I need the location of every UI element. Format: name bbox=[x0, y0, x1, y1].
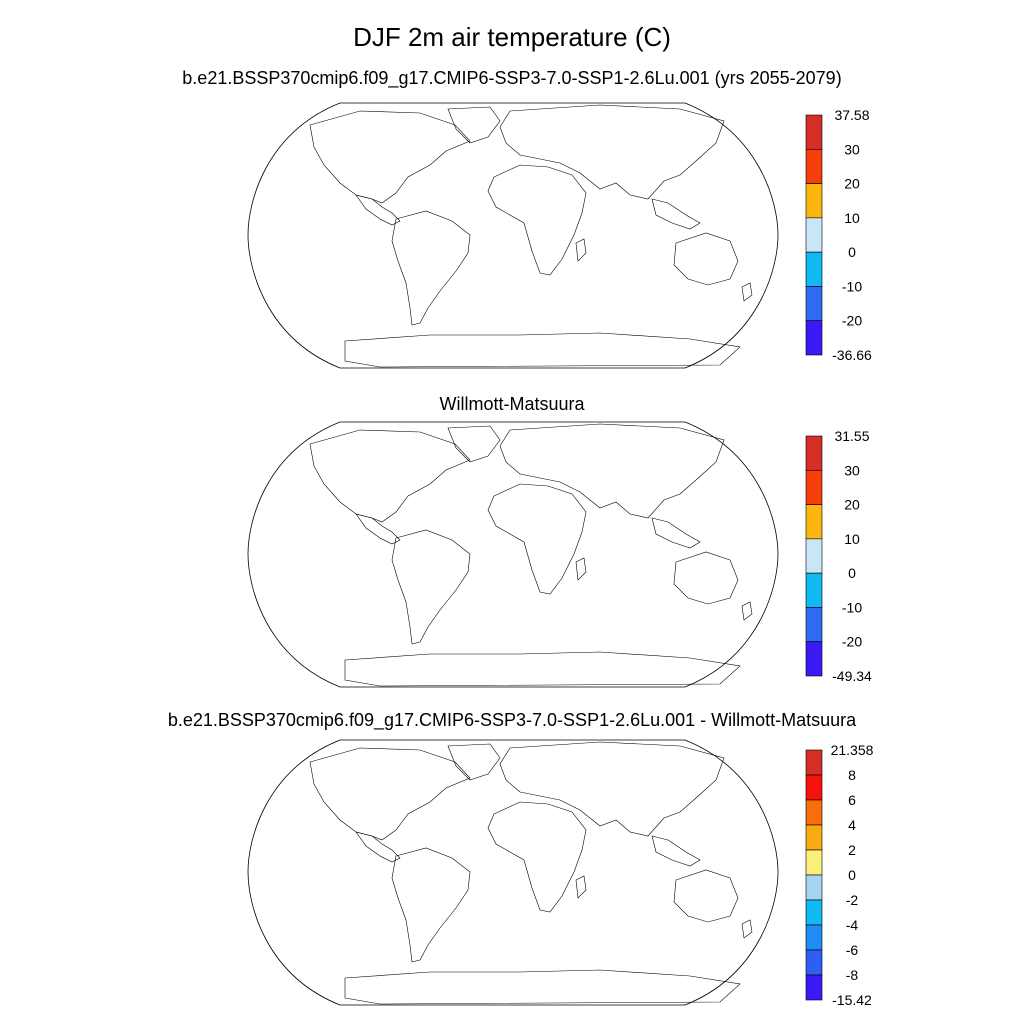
colorbar-tick-label: -20 bbox=[842, 634, 862, 650]
colorbar-tick-label: -20 bbox=[842, 313, 862, 329]
colorbar-tick-label: -10 bbox=[842, 599, 862, 615]
colorbar-swatch bbox=[805, 251, 823, 287]
colorbar-tick-label: 10 bbox=[844, 531, 860, 547]
colorbar-tick-label: 0 bbox=[848, 244, 856, 260]
colorbar-swatch bbox=[805, 924, 823, 951]
colorbar-swatch bbox=[805, 114, 823, 150]
colorbar-swatch bbox=[805, 641, 823, 677]
panel-1-title: b.e21.BSSP370cmip6.f09_g17.CMIP6-SSP3-7.… bbox=[182, 68, 842, 88]
map-panel-difference bbox=[247, 739, 779, 1006]
colorbar-swatch bbox=[805, 435, 823, 471]
colorbar-tick-label: 10 bbox=[844, 210, 860, 226]
colorbar-tick-label: 37.58 bbox=[834, 107, 869, 123]
map-panel-observed bbox=[247, 421, 779, 688]
colorbar-swatch bbox=[805, 217, 823, 253]
colorbar-tick-label: 20 bbox=[844, 176, 860, 192]
colorbar-model: 37.58 30 20 10 0 -10 -20 -36.66 bbox=[805, 107, 872, 363]
colorbar-tick-label: 2 bbox=[848, 842, 856, 858]
colorbar-tick-label: 8 bbox=[848, 767, 856, 783]
colorbar-swatch bbox=[805, 849, 823, 876]
colorbar-swatch bbox=[805, 799, 823, 826]
map-panel-model bbox=[247, 102, 779, 369]
colorbar-tick-label: 31.55 bbox=[834, 428, 869, 444]
colorbar-tick-label: 4 bbox=[848, 817, 856, 833]
colorbar-swatch bbox=[805, 899, 823, 926]
colorbar-swatch bbox=[805, 320, 823, 356]
colorbar-swatch bbox=[805, 749, 823, 776]
colorbar-tick-label: 30 bbox=[844, 141, 860, 157]
colorbar-swatch bbox=[805, 949, 823, 976]
colorbar-tick-label: -49.34 bbox=[832, 668, 872, 684]
colorbar-tick-label: 20 bbox=[844, 497, 860, 513]
colorbar-tick-label: -2 bbox=[846, 892, 859, 908]
colorbar-difference: 21.358 8 6 4 2 0 -2 -4 -6 -8 -15.42 bbox=[805, 742, 874, 1008]
colorbar-swatch bbox=[805, 874, 823, 901]
colorbar-tick-label: -10 bbox=[842, 278, 862, 294]
colorbar-tick-label: -15.42 bbox=[832, 992, 872, 1008]
colorbar-swatch bbox=[805, 774, 823, 801]
colorbar-swatch bbox=[805, 183, 823, 219]
colorbar-tick-label: -8 bbox=[846, 967, 859, 983]
colorbar-swatch bbox=[805, 607, 823, 643]
panel-3-title: b.e21.BSSP370cmip6.f09_g17.CMIP6-SSP3-7.… bbox=[167, 710, 857, 730]
colorbar-swatch bbox=[805, 148, 823, 184]
colorbar-swatch bbox=[805, 504, 823, 540]
colorbar-tick-label: -6 bbox=[846, 942, 859, 958]
colorbar-swatch bbox=[805, 974, 823, 1001]
colorbar-swatch bbox=[805, 538, 823, 574]
colorbar-observed: 31.55 30 20 10 0 -10 -20 -49.34 bbox=[805, 428, 872, 684]
colorbar-tick-label: -4 bbox=[846, 917, 859, 933]
colorbar-swatch bbox=[805, 469, 823, 505]
colorbar-tick-label: -36.66 bbox=[832, 347, 872, 363]
colorbar-tick-label: 21.358 bbox=[831, 742, 874, 758]
colorbar-swatch bbox=[805, 286, 823, 322]
colorbar-tick-label: 0 bbox=[848, 867, 856, 883]
colorbar-tick-label: 6 bbox=[848, 792, 856, 808]
colorbar-swatch bbox=[805, 572, 823, 608]
colorbar-tick-label: 30 bbox=[844, 462, 860, 478]
colorbar-swatch bbox=[805, 824, 823, 851]
colorbar-tick-label: 0 bbox=[848, 565, 856, 581]
figure-title: DJF 2m air temperature (C) bbox=[353, 22, 671, 52]
panel-2-title: Willmott-Matsuura bbox=[439, 394, 585, 414]
